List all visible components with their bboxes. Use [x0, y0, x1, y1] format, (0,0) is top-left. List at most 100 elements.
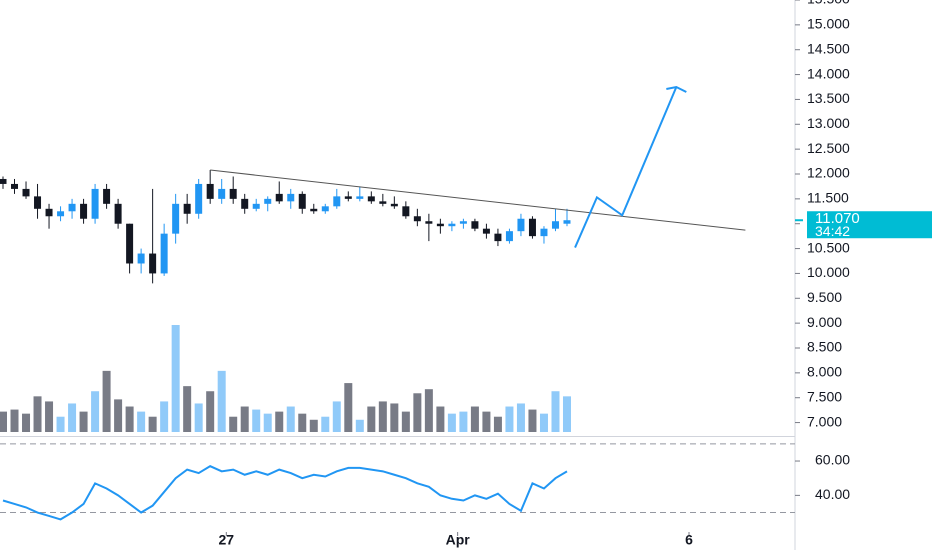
- candle-body: [356, 196, 364, 199]
- y-tick-label: 7.500: [807, 388, 842, 404]
- candle-body: [218, 188, 226, 199]
- candle-body: [563, 220, 571, 224]
- rsi-tick-label: 40.00: [815, 486, 850, 502]
- countdown-label: 34:42: [815, 223, 850, 239]
- candle-body: [34, 196, 42, 209]
- volume-bar: [286, 406, 295, 432]
- candle-body: [344, 196, 352, 199]
- candle-body: [367, 196, 375, 202]
- volume-bar: [447, 413, 456, 432]
- volume-bar: [114, 399, 123, 432]
- volume-bar: [263, 413, 272, 432]
- candle-body: [91, 188, 99, 219]
- rsi-tick-label: 60.00: [815, 452, 850, 468]
- candle-body: [390, 203, 398, 207]
- y-tick-label: 8.000: [807, 364, 842, 380]
- y-tick-label: 12.500: [807, 140, 850, 156]
- volume-bar: [378, 401, 387, 432]
- candle-body: [114, 203, 122, 224]
- volume-bar: [217, 370, 226, 432]
- volume-bar: [424, 389, 433, 432]
- volume-bar: [332, 401, 341, 432]
- volume-bar: [56, 416, 65, 432]
- candle-body: [528, 218, 536, 237]
- candle-body: [436, 223, 444, 227]
- volume-bar: [102, 370, 111, 432]
- candle-body: [482, 228, 490, 234]
- candle-body: [402, 206, 410, 217]
- candle-body: [333, 196, 341, 207]
- volume-bar: [390, 403, 399, 432]
- volume-bar: [401, 411, 410, 432]
- x-tick-label: Apr: [446, 532, 471, 548]
- volume-bar: [240, 406, 249, 432]
- y-tick-label: 8.500: [807, 339, 842, 355]
- volume-bar: [79, 411, 88, 432]
- last-price-box: [807, 211, 932, 239]
- candle-body: [160, 233, 168, 274]
- x-tick-label: 6: [685, 532, 693, 548]
- y-tick-label: 12.000: [807, 165, 850, 181]
- volume-bar: [539, 413, 548, 432]
- candle-body: [45, 208, 53, 217]
- volume-bar: [91, 391, 100, 432]
- candle-body: [275, 193, 283, 202]
- volume-bar: [367, 406, 376, 432]
- candle-body: [172, 203, 180, 234]
- y-tick-label: 10.000: [807, 264, 850, 280]
- candle-body: [494, 233, 502, 242]
- volume-bar: [562, 396, 571, 432]
- candle-body: [206, 183, 214, 199]
- y-tick-label: 9.500: [807, 289, 842, 305]
- volume-bar: [493, 416, 502, 432]
- y-tick-label: 15.000: [807, 16, 850, 32]
- volume-bar: [528, 409, 537, 432]
- volume-bar: [183, 386, 192, 432]
- volume-bar: [355, 419, 364, 432]
- volume-bar: [125, 406, 134, 432]
- y-tick-label: 14.500: [807, 40, 850, 56]
- candle-body: [68, 203, 76, 212]
- candle-body: [103, 188, 111, 204]
- candle-body: [0, 178, 7, 184]
- y-tick-label: 13.500: [807, 90, 850, 106]
- volume-bar: [10, 409, 19, 432]
- candle-body: [80, 203, 88, 219]
- volume-bar: [505, 406, 514, 432]
- volume-bar: [436, 406, 445, 432]
- candle-body: [379, 201, 387, 204]
- candle-body: [310, 208, 318, 212]
- y-tick-label: 10.500: [807, 239, 850, 255]
- candle-body: [229, 188, 237, 199]
- candle-body: [540, 228, 548, 237]
- volume-bar: [45, 401, 54, 432]
- volume-bar: [470, 406, 479, 432]
- candle-body: [57, 211, 65, 217]
- last-price-label: 11.070: [815, 210, 860, 227]
- candle-body: [459, 221, 467, 224]
- volume-bar: [309, 419, 318, 432]
- volume-bar: [33, 396, 42, 432]
- volume-bar: [137, 411, 146, 432]
- volume-bar: [0, 411, 7, 432]
- candle-body: [321, 206, 329, 212]
- candle-body: [252, 203, 260, 209]
- candle-body: [149, 253, 157, 274]
- volume-bar: [459, 411, 468, 432]
- volume-bar: [482, 411, 491, 432]
- candle-body: [517, 218, 525, 232]
- candle-body: [551, 221, 559, 229]
- volume-bar: [516, 403, 525, 432]
- candle-body: [183, 203, 191, 214]
- volume-bar: [68, 403, 77, 432]
- volume-bar: [252, 409, 261, 432]
- candle-body: [195, 183, 203, 214]
- volume-bar: [344, 383, 353, 432]
- volume-bar: [148, 416, 157, 432]
- volume-bar: [413, 393, 422, 432]
- x-tick-label: 27: [219, 532, 235, 548]
- volume-bar: [321, 416, 330, 432]
- volume-bar: [194, 403, 203, 432]
- volume-bar: [275, 411, 284, 432]
